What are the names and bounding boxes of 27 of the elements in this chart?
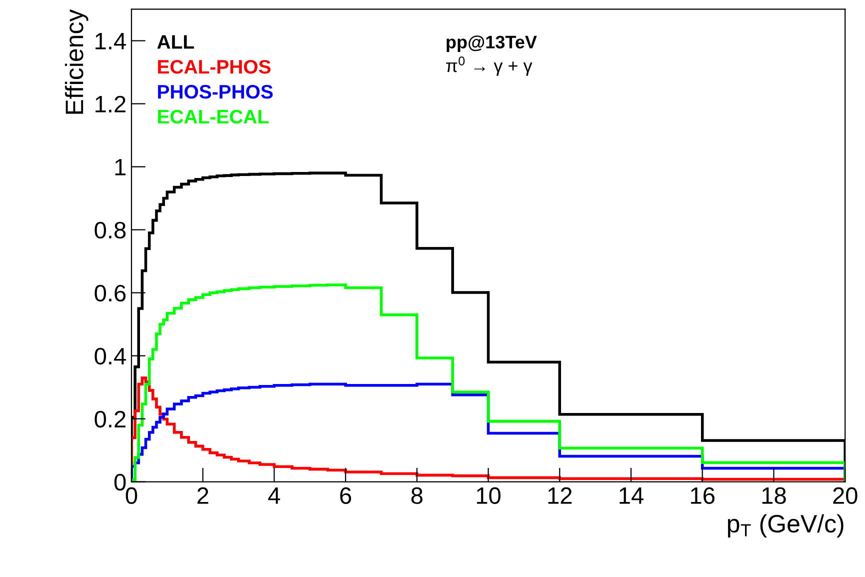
text: ECAL-ECAL: [158, 110, 268, 124]
x-tick-label: 10: [476, 487, 500, 504]
x-tick-label: 0: [126, 487, 138, 504]
y-axis-title: Efficiency: [64, 9, 88, 114]
y-tick-label: 1.2: [96, 96, 126, 112]
text: ALL: [157, 35, 194, 49]
x-tick-label: 6: [340, 487, 352, 504]
x-tick-label: 2: [197, 487, 208, 504]
x-axis-title: p$_{T}$ (GeV/c): [728, 514, 844, 538]
x-tick-label: 12: [548, 487, 572, 504]
text: ECAL-PHOS: [158, 60, 271, 74]
annotation: pp@13TeV: [446, 35, 537, 52]
y-tick-label: 0.4: [94, 348, 126, 365]
x-tick-label: 18: [762, 487, 786, 504]
y-tick-label: 1: [115, 159, 126, 176]
x-tick-label: 16: [691, 487, 714, 504]
x-tick-label: 8: [411, 487, 422, 504]
y-tick-label: 0.2: [94, 410, 126, 428]
y-tick-label: 0.8: [94, 222, 126, 239]
y-tick-label: 1.4: [96, 33, 126, 50]
y-tick-label: 0: [114, 474, 126, 491]
text: PHOS-PHOS: [158, 84, 273, 99]
x-tick-label: 14: [620, 488, 644, 504]
annotation: π$^{0}$ → γ + γ: [446, 56, 532, 76]
y-tick-label: 0.6: [94, 284, 126, 302]
x-tick-label: 4: [268, 488, 280, 504]
x-tick-label: 20: [833, 487, 858, 504]
